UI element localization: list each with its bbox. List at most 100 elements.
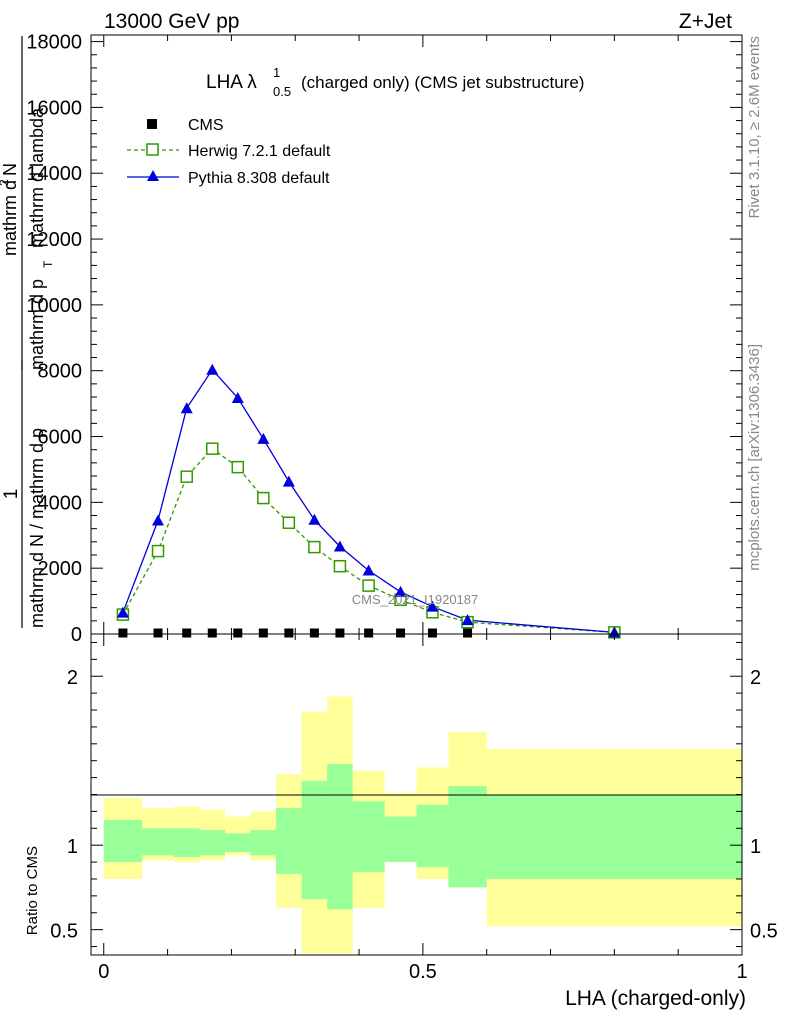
ratio-y-tick-label-right: 1 (750, 836, 761, 858)
pythia-point (308, 513, 321, 525)
pythia-point (362, 564, 375, 576)
ratio-y-tick-label-right: 2 (750, 667, 761, 689)
x-axis-label: LHA (charged-only) (565, 987, 746, 1010)
main-y-tick-label: 6000 (38, 427, 83, 449)
ratio-inner-band (173, 828, 200, 858)
ratio-inner-band (327, 764, 353, 910)
ylabel-left: mathrm d N / mathrm d p (27, 428, 47, 628)
title-sub: 0.5 (273, 84, 291, 99)
pythia-point (461, 614, 474, 626)
main-title: LHA λ 1 0.5 (charged only) (CMS jet subs… (206, 65, 584, 99)
main-y-tick-label: 2000 (38, 558, 83, 580)
ylabel-one: 1 (1, 489, 22, 500)
header-right: Z+Jet (679, 10, 732, 33)
pythia-point (394, 585, 407, 597)
pythia-line (122, 368, 615, 634)
ratio-inner-band (301, 780, 328, 900)
herwig-point (282, 516, 296, 530)
legend-pythia-marker (147, 170, 159, 181)
main-y-tick-label: 8000 (38, 361, 83, 383)
svg-text:LHA λ: LHA λ (206, 72, 257, 93)
ratio-y-tick-label: 0.5 (50, 921, 78, 943)
pythia-point (426, 600, 439, 612)
ratio-inner-band (486, 794, 742, 879)
main-y-tick-label: 16000 (26, 97, 82, 119)
cms-point (284, 628, 294, 638)
ylabel-top-n: N (0, 163, 20, 176)
herwig-point (362, 579, 375, 592)
ylabel-sub: T (41, 260, 55, 268)
ylabel-right-tail: mathrm d lambda (27, 107, 47, 248)
legend-herwig-label: Herwig 7.2.1 default (188, 143, 331, 160)
pythia-point (333, 540, 346, 552)
main-curves (116, 363, 621, 639)
herwig-point (333, 559, 347, 573)
pythia-point (180, 402, 193, 414)
ratio-inner-band (142, 828, 174, 856)
cms-point (233, 628, 243, 638)
cms-point (207, 628, 217, 638)
ratio-inner-band (448, 786, 487, 888)
ylabel-right: mathrm d p (27, 279, 47, 370)
main-y-ticks: 0 2000 4000 6000 8000 10000 12000 14000 16000 180… (26, 32, 743, 646)
pythia-point (231, 392, 244, 404)
cms-point (396, 628, 406, 638)
ratio-inner-band (103, 819, 143, 863)
main-y-tick-label: 10000 (26, 295, 82, 317)
ratio-y-label: Ratio to CMS (24, 846, 41, 935)
title-rest: (charged only) (CMS jet substructure) (301, 73, 584, 92)
ratio-y-tick-label: 2 (67, 667, 78, 689)
main-y-tick-label: 12000 (26, 229, 82, 251)
ratio-inner-band (384, 816, 417, 863)
ratio-bands (103, 696, 742, 954)
herwig-point (231, 460, 245, 474)
herwig-point (180, 470, 193, 483)
main-y-tick-label: 14000 (26, 163, 82, 185)
ratio-y-tick-label-right: 0.5 (750, 921, 778, 943)
cms-point (153, 628, 163, 638)
ratio-x-tick-label: 0 (98, 961, 109, 983)
ratio-y-tick-label: 1 (67, 836, 78, 858)
pythia-point (116, 606, 129, 618)
herwig-point (308, 540, 321, 554)
ratio-ticks: 0.5 0.51 12 20 0.5 1 (50, 634, 778, 983)
pythia-point (257, 432, 270, 444)
title-main: LHA λ (206, 72, 257, 93)
watermark: CMS_2021_I1920187 (352, 592, 479, 607)
ylabel-top: mathrm d (0, 180, 20, 256)
herwig-point (257, 491, 270, 505)
header-left: 13000 GeV pp (104, 10, 239, 33)
main-y-label: 1 mathrm d N / mathrm d p mathrm d 2 N m… (0, 36, 55, 628)
ratio-inner-band (276, 808, 302, 874)
cms-point (463, 628, 473, 638)
cms-point (182, 628, 192, 638)
legend-pythia-label: Pythia 8.308 default (188, 170, 330, 187)
main-y-tick-label: 4000 (38, 492, 83, 514)
ratio-plot-frame (90, 633, 743, 956)
legend-cms-label: CMS (188, 117, 224, 134)
ylabel-top-sup: 2 (0, 179, 11, 186)
cms-point (364, 628, 374, 638)
ratio-inner-band (250, 829, 277, 856)
ratio-inner-band (225, 833, 251, 852)
legend-cms-marker (147, 119, 157, 129)
pythia-point (206, 363, 219, 375)
ratio-x-tick-label: 1 (736, 961, 747, 983)
ratio-inner-band (416, 804, 449, 868)
main-y-tick-label: 18000 (26, 32, 82, 54)
main-plot: 0 2000 4000 6000 8000 10000 12000 14000 16000 180… (0, 32, 743, 646)
herwig-point (151, 544, 165, 558)
mcplots-label: mcplots.cern.ch [arXiv:1306.3436] (746, 344, 763, 571)
main-y-tick-label: 0 (71, 624, 82, 646)
cms-point (258, 628, 268, 638)
ratio-inner-band (352, 801, 385, 873)
ratio-inner-band (199, 829, 226, 856)
herwig-point (206, 442, 219, 455)
ratio-x-tick-label: 0.5 (409, 961, 437, 983)
legend: CMS Herwig 7.2.1 default Pythia 8.308 de… (127, 117, 331, 187)
title-sup: 1 (273, 65, 280, 80)
pythia-point (282, 475, 295, 487)
pythia-point (152, 514, 165, 526)
cms-point (118, 628, 128, 638)
